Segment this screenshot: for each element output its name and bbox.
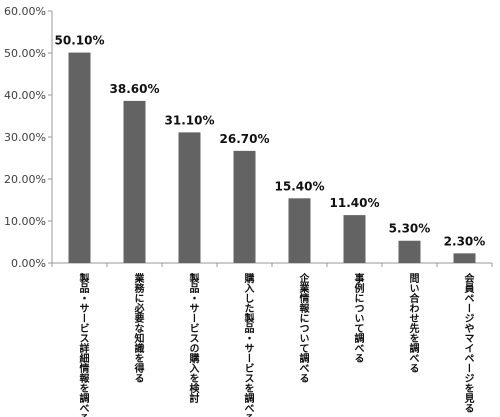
bar [398,240,421,263]
data-label: 11.40% [330,196,380,210]
y-tick-label: 40.00% [4,89,46,102]
data-label: 26.70% [220,132,270,146]
category-label: 事例について調べる [352,272,364,363]
data-label: 15.40% [275,179,325,193]
y-tick-label: 0.00% [11,257,46,270]
bar [123,100,146,263]
data-label: 38.60% [110,82,160,96]
bar [178,132,201,263]
bar [288,198,311,263]
category-label: 企業情報について調べる [297,272,310,383]
category-label: 製品・サービス詳細情報を調べる [77,272,90,417]
bar [68,52,91,263]
category-label: 製品・サービスの購入を検討 [187,272,200,404]
bar [453,253,476,263]
data-label: 50.10% [55,34,105,48]
y-tick-label: 60.00% [4,5,46,18]
category-label: 業務に必要な知識を得る [132,272,145,383]
data-label: 5.30% [389,222,431,236]
y-tick-label: 10.00% [4,215,46,228]
data-label: 31.10% [165,113,215,127]
category-label: 購入した製品・サービスを調べる [242,272,255,417]
bar [343,215,366,263]
y-tick-label: 50.00% [4,47,46,60]
category-label: 会員ページやマイページを見る [462,272,475,413]
y-tick-label: 20.00% [4,173,46,186]
y-tick-label: 30.00% [4,131,46,144]
data-label: 2.30% [444,234,486,248]
bar [233,150,256,263]
category-label: 問い合わせ先を調べる [407,273,420,373]
